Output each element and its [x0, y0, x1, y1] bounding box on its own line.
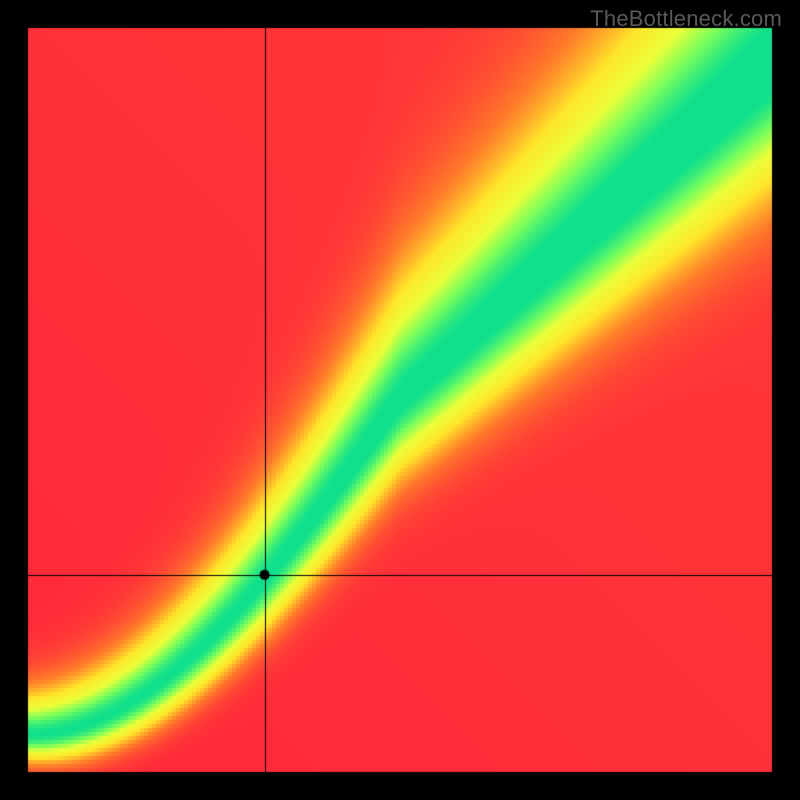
chart-container: { "watermark": { "text": "TheBottleneck.… — [0, 0, 800, 800]
watermark-text: TheBottleneck.com — [590, 6, 782, 32]
bottleneck-heatmap — [0, 0, 800, 800]
